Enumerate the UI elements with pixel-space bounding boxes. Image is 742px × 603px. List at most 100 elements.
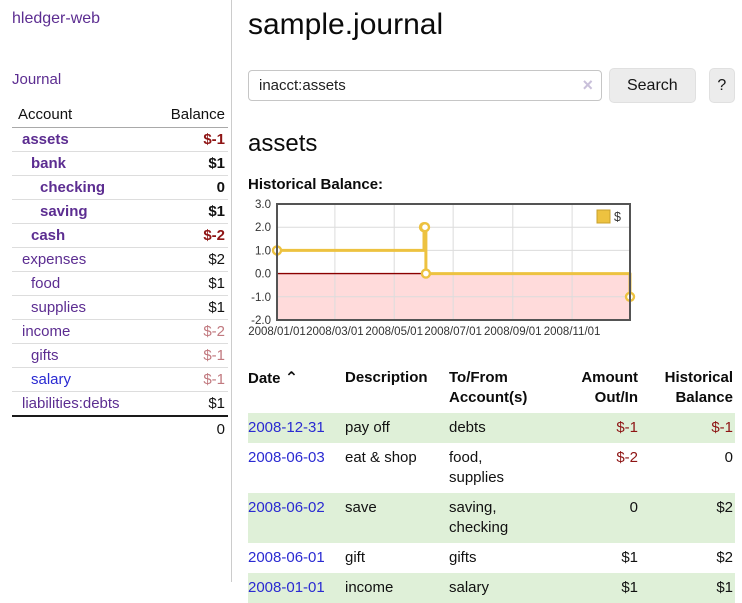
transaction-row: 2008-12-31 pay off debts $-1 $-1	[248, 413, 735, 443]
account-link-saving[interactable]: saving	[40, 203, 88, 220]
transaction-date-cell: 2008-12-31	[248, 413, 345, 443]
account-link-gifts[interactable]: gifts	[31, 347, 59, 364]
page-title: sample.journal	[248, 8, 444, 41]
x-tick-label: 2008/05/01	[365, 326, 423, 338]
account-link-cash[interactable]: cash	[31, 227, 66, 244]
account-link-income[interactable]: income	[22, 323, 71, 340]
transaction-date-link[interactable]: 2008-06-01	[248, 549, 325, 566]
account-balance: $1	[208, 275, 225, 292]
account-column-header: Account	[18, 106, 73, 123]
transaction-accounts: food, supplies	[449, 449, 505, 486]
account-balance: $1	[208, 155, 225, 172]
data-point	[419, 222, 431, 233]
transaction-row: 2008-01-01 income salary $1 $1	[248, 573, 735, 603]
x-tick-label: 2008/01/01	[248, 326, 306, 338]
transaction-date-cell: 2008-01-01	[248, 573, 345, 603]
account-balance: $-1	[203, 371, 225, 388]
transaction-historical-balance: $-1	[711, 419, 733, 436]
transaction-row: 2008-06-03 eat & shop food, supplies $-2 0	[248, 443, 735, 493]
legend-swatch	[596, 209, 611, 224]
account-row: expenses $2	[12, 248, 228, 272]
search-input[interactable]	[248, 70, 602, 101]
transaction-description: pay off	[345, 419, 390, 436]
account-link-food[interactable]: food	[31, 275, 61, 292]
y-tick-label: 0.0	[255, 269, 271, 281]
account-row: salary $-1	[12, 368, 228, 392]
main-content: sample.journal × Search ? assets Histori…	[248, 0, 735, 603]
historical-balance-column-header: Historical Balance	[664, 369, 733, 406]
transaction-accounts: debts	[449, 419, 486, 436]
account-link-salary[interactable]: salary	[31, 371, 72, 388]
help-button[interactable]: ?	[708, 68, 735, 103]
accounts-table-header: Account Balance	[12, 103, 228, 128]
account-heading: assets	[248, 130, 318, 157]
tofrom-column-header: To/From Account(s)	[449, 369, 528, 406]
search-bar: × Search ?	[248, 68, 735, 103]
transaction-historical-balance: $1	[716, 579, 733, 596]
sidebar: hledger-web Journal Account Balance asse…	[0, 0, 232, 582]
transaction-historical-balance: $2	[716, 499, 733, 516]
account-balance: $-2	[203, 227, 225, 244]
balance-column-header: Balance	[170, 106, 225, 123]
account-row: checking 0	[12, 176, 228, 200]
transaction-row: 2008-06-01 gift gifts $1 $2	[248, 543, 735, 573]
plot-border	[276, 203, 631, 321]
transaction-amount: $1	[621, 549, 638, 566]
transaction-accounts: gifts	[449, 549, 477, 566]
account-link-liabilities-debts[interactable]: liabilities:debts	[22, 395, 120, 412]
clear-search-icon[interactable]: ×	[582, 75, 593, 95]
account-balance: $1	[208, 299, 225, 316]
transaction-accounts: saving, checking	[449, 499, 509, 536]
transaction-date-cell: 2008-06-02	[248, 493, 345, 543]
transaction-date-cell: 2008-06-01	[248, 543, 345, 573]
account-balance: $-1	[203, 131, 225, 148]
account-row: saving $1	[12, 200, 228, 224]
transactions-table: Date ⌃ Description To/From Account(s) Am…	[248, 365, 735, 603]
accounts-total-row: 0	[12, 415, 228, 442]
description-column-header: Description	[345, 369, 428, 386]
y-tick-label: 3.0	[255, 199, 271, 211]
account-link-expenses[interactable]: expenses	[22, 251, 87, 268]
sidebar-item-journal[interactable]: Journal	[12, 71, 62, 88]
x-tick-label: 2008/03/01	[306, 326, 364, 338]
x-tick-label: 2008/07/01	[424, 326, 482, 338]
transaction-amount: 0	[629, 499, 638, 516]
transaction-row: 2008-06-02 save saving, checking 0 $2	[248, 493, 735, 543]
account-balance: 0	[216, 179, 225, 196]
app-brand-link[interactable]: hledger-web	[12, 10, 101, 27]
account-row: gifts $-1	[12, 344, 228, 368]
account-link-checking[interactable]: checking	[40, 179, 106, 196]
account-row: liabilities:debts $1	[12, 392, 228, 415]
account-row: supplies $1	[12, 296, 228, 320]
transaction-description: eat & shop	[345, 449, 417, 466]
transaction-date-link[interactable]: 2008-06-03	[248, 449, 325, 466]
accounts-total-value: 0	[216, 421, 225, 438]
sort-ascending-icon: ⌃	[284, 368, 299, 387]
account-row: bank $1	[12, 152, 228, 176]
account-row: income $-2	[12, 320, 228, 344]
transaction-accounts: salary	[449, 579, 490, 596]
account-link-assets[interactable]: assets	[22, 131, 69, 148]
transaction-date-link[interactable]: 2008-12-31	[248, 419, 325, 436]
account-balance: $-1	[203, 347, 225, 364]
account-balance: $2	[208, 251, 225, 268]
legend-label: $	[614, 210, 621, 224]
data-point	[420, 268, 432, 279]
date-column-header[interactable]: Date ⌃	[248, 368, 299, 387]
historical-balance-chart-container: 3.0 2.0 1.0 0.0 -1.0 -2.0 2008/01/01 2008/03/01…	[244, 199, 735, 349]
transaction-date-cell: 2008-06-03	[248, 443, 345, 493]
chart-heading: Historical Balance:	[248, 176, 384, 193]
y-tick-label: -1.0	[251, 292, 271, 304]
transaction-amount: $-1	[616, 419, 638, 436]
account-row: cash $-2	[12, 224, 228, 248]
transaction-date-link[interactable]: 2008-06-02	[248, 499, 325, 516]
search-button[interactable]: Search	[608, 68, 696, 103]
transaction-description: save	[345, 499, 377, 516]
account-link-bank[interactable]: bank	[31, 155, 67, 172]
transaction-description: gift	[345, 549, 366, 566]
transaction-historical-balance: 0	[724, 449, 733, 466]
transaction-historical-balance: $2	[716, 549, 733, 566]
transaction-description: income	[345, 579, 394, 596]
account-link-supplies[interactable]: supplies	[31, 299, 87, 316]
